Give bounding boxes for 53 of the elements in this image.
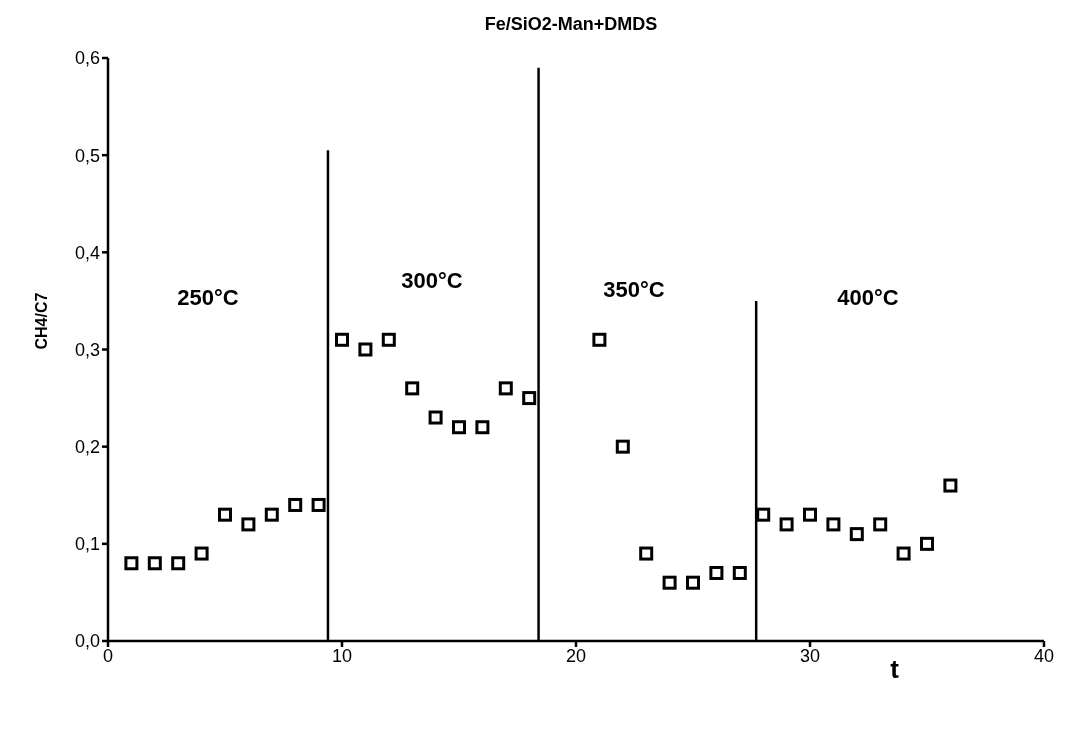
y-tick-label: 0,2	[74, 437, 100, 458]
point	[405, 381, 420, 396]
point	[452, 420, 466, 435]
point	[779, 517, 794, 532]
x-tick-label: 40	[1033, 645, 1055, 666]
annotation: 350°C	[603, 277, 665, 303]
point	[498, 381, 513, 396]
y-axis-title: CH4/C7	[32, 292, 50, 350]
point	[311, 497, 326, 512]
point	[264, 507, 279, 522]
x-axis-title: t	[890, 654, 900, 684]
point	[171, 556, 186, 571]
point	[873, 517, 888, 532]
point	[662, 575, 677, 590]
point	[241, 517, 256, 532]
point	[428, 410, 443, 425]
y-tick-label: 0,5	[74, 145, 100, 166]
point	[592, 332, 607, 347]
point	[686, 575, 700, 590]
point	[194, 546, 209, 561]
x-tick-label: 0	[102, 645, 114, 666]
point	[147, 556, 162, 571]
y-tick-label: 0,1	[74, 534, 100, 555]
point	[639, 546, 654, 561]
point	[709, 565, 724, 580]
y-tick-label: 0,4	[74, 242, 100, 263]
point	[756, 507, 771, 522]
y-tick-label: 0,6	[74, 48, 100, 69]
point	[615, 439, 630, 454]
point	[335, 332, 349, 347]
point	[943, 478, 958, 493]
annotation: 400°C	[837, 285, 899, 311]
point	[849, 527, 864, 542]
point	[218, 507, 232, 522]
x-tick-label: 20	[565, 645, 587, 666]
point	[803, 507, 817, 522]
x-tick-label: 30	[799, 645, 821, 666]
chart-title: Fe/SiO2-Man+DMDS	[483, 14, 659, 35]
x-tick-label: 10	[331, 645, 353, 666]
point	[896, 546, 911, 561]
annotation: 300°C	[401, 268, 463, 294]
point	[358, 342, 373, 357]
point	[920, 536, 934, 551]
point	[381, 332, 396, 347]
point	[826, 517, 841, 532]
annotation: 250°C	[177, 285, 239, 311]
point	[288, 497, 303, 512]
y-tick-label: 0,0	[74, 631, 100, 652]
point	[475, 420, 490, 435]
y-tick-label: 0,3	[74, 339, 100, 360]
point	[124, 556, 139, 571]
point	[732, 565, 747, 580]
point	[522, 391, 537, 406]
